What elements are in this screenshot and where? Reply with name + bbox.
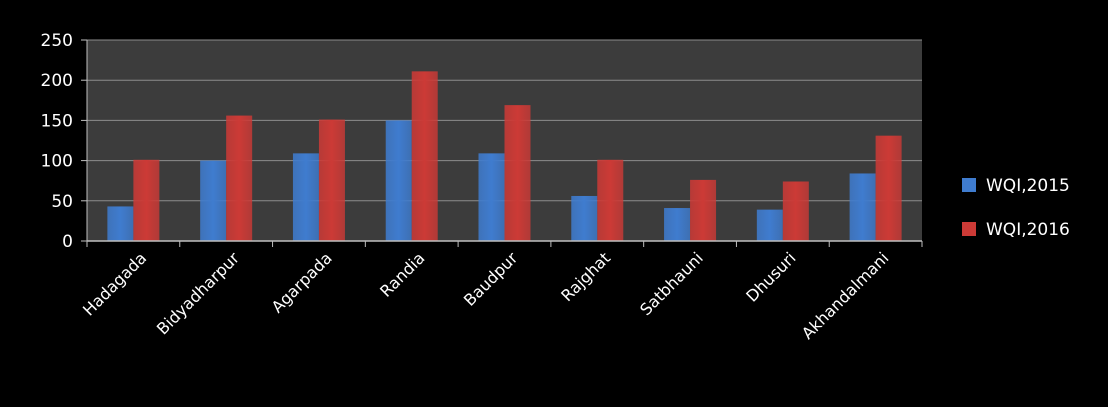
bars — [107, 71, 902, 242]
x-tick-label-dhusuri: Dhusuri — [742, 248, 799, 305]
x-tick-label-hadagada: Hadagada — [79, 248, 150, 319]
bar-wqi-2016-satbhauni — [690, 179, 717, 241]
x-tick-label-baudpur: Baudpur — [460, 248, 522, 310]
legend-label-wqi-2015: WQI,2015 — [986, 176, 1070, 196]
bar-wqi-2016-baudpur — [504, 105, 531, 242]
bar-wqi-2016-dhusuri — [782, 181, 809, 241]
bar-wqi-2015-agarpada — [292, 153, 319, 241]
x-tick-label-satbhauni: Satbhauni — [636, 248, 707, 319]
y-tick-label: 50 — [51, 192, 73, 212]
x-tick-label-bidyadharpur: Bidyadharpur — [153, 248, 243, 338]
legend-swatch-wqi-2015 — [962, 178, 976, 192]
x-tick-label-rajghat: Rajghat — [557, 248, 614, 305]
y-tick-labels: 0 50 100 150 200 250 — [41, 31, 73, 252]
y-tick-label: 200 — [41, 71, 73, 91]
bar-wqi-2016-akhandalmani — [875, 135, 902, 241]
y-tick-label: 100 — [41, 152, 73, 172]
bar-wqi-2015-dhusuri — [756, 209, 783, 241]
bar-wqi-2016-agarpada — [318, 119, 345, 241]
legend-label-wqi-2016: WQI,2016 — [986, 220, 1070, 240]
legend-swatch-wqi-2016 — [962, 222, 976, 236]
bar-wqi-2016-rajghat — [597, 159, 624, 241]
legend: WQI,2015 WQI,2016 — [962, 176, 1070, 240]
y-tick-label: 0 — [62, 232, 73, 252]
bar-wqi-2015-akhandalmani — [849, 173, 876, 241]
bar-wqi-2016-bidyadharpur — [226, 115, 253, 241]
bar-wqi-2016-randia — [411, 71, 438, 241]
x-tick-label-randia: Randia — [376, 248, 428, 300]
bar-wqi-2016-hadagada — [133, 159, 160, 241]
x-tick-labels: Hadagada Bidyadharpur Agarpada Randia Baudpu… — [79, 248, 892, 343]
axes — [81, 39, 923, 247]
bar-wqi-2015-satbhauni — [664, 208, 691, 241]
x-tick-label-akhandalmani: Akhandalmani — [798, 248, 893, 343]
y-tick-label: 150 — [41, 111, 73, 131]
bar-wqi-2015-randia — [385, 120, 412, 241]
y-tick-label: 250 — [41, 31, 73, 51]
bar-wqi-2015-hadagada — [107, 206, 134, 241]
bar-wqi-2015-baudpur — [478, 153, 505, 241]
bar-wqi-2015-bidyadharpur — [200, 160, 227, 241]
bar-wqi-2015-rajghat — [571, 195, 598, 241]
x-tick-label-agarpada: Agarpada — [268, 248, 336, 316]
